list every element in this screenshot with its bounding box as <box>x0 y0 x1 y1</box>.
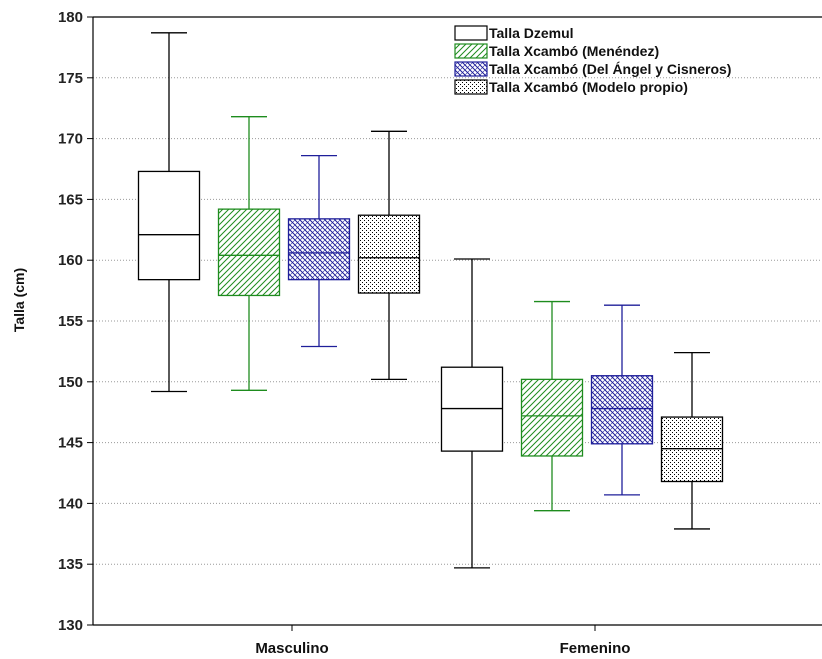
grid-lines <box>93 77 822 565</box>
box-1-1 <box>137 32 201 393</box>
legend-swatch <box>454 43 488 59</box>
y-tick-label: 135 <box>58 556 83 573</box>
y-tick-label: 145 <box>58 435 83 452</box>
y-tick-label: 140 <box>58 495 83 512</box>
box-iqr <box>137 170 201 281</box>
box-iqr <box>287 218 351 281</box>
box-4-1 <box>357 130 421 381</box>
legend-label: Talla Xcambó (Del Ángel y Cisneros) <box>489 61 731 77</box>
legend: Talla Dzemul Talla Xcambó (Menéndez) Talla… <box>454 25 731 95</box>
y-tick-label: 175 <box>58 70 83 87</box>
legend-label: Talla Dzemul <box>489 25 574 41</box>
y-tick-label: 160 <box>58 252 83 269</box>
y-tick-label: 180 <box>58 9 83 26</box>
x-category-label: Masculino <box>255 640 328 657</box>
box-iqr <box>357 214 421 294</box>
box-3-1 <box>287 154 351 348</box>
box-2-2 <box>520 300 584 512</box>
y-tick-label: 170 <box>58 131 83 148</box>
legend-swatch <box>454 25 488 41</box>
box-2-1 <box>217 116 281 391</box>
box-1-2 <box>440 258 504 569</box>
legend-label: Talla Xcambó (Modelo propio) <box>489 79 688 95</box>
y-tick-label: 155 <box>58 313 83 330</box>
axes: 130 135 140 145 150 155 160 165 170 175 180 Masculi… <box>58 9 822 657</box>
legend-item-1: Talla Dzemul <box>454 25 574 41</box>
legend-item-3: Talla Xcambó (Del Ángel y Cisneros) <box>454 61 731 77</box>
box-iqr <box>520 378 584 457</box>
y-tick-label: 130 <box>58 617 83 634</box>
legend-item-4: Talla Xcambó (Modelo propio) <box>454 79 688 95</box>
box-iqr <box>590 375 654 445</box>
box-4-2 <box>660 351 724 530</box>
x-category-label: Femenino <box>560 640 631 657</box>
box-3-2 <box>590 304 654 496</box>
y-tick-label: 165 <box>58 191 83 208</box>
y-tick-label: 150 <box>58 374 83 391</box>
y-axis-title: Talla (cm) <box>11 268 27 332</box>
box-iqr <box>217 208 281 297</box>
legend-swatch <box>454 61 488 77</box>
legend-swatch <box>454 79 488 95</box>
boxes <box>137 32 724 569</box>
legend-item-2: Talla Xcambó (Menéndez) <box>454 43 659 59</box>
legend-label: Talla Xcambó (Menéndez) <box>489 43 659 59</box>
